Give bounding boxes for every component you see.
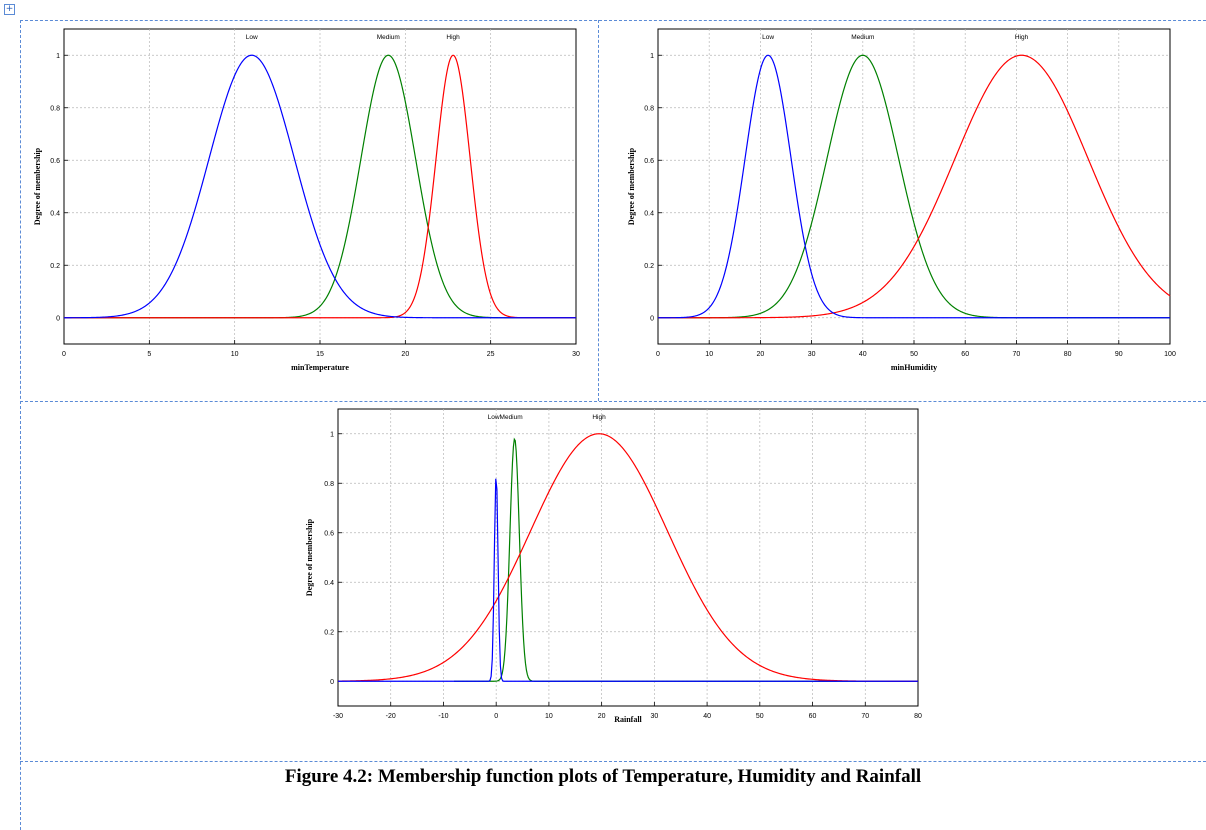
x-tick-label: 10 bbox=[705, 351, 713, 358]
x-tick-label: 25 bbox=[487, 351, 495, 358]
x-tick-label: 50 bbox=[910, 351, 918, 358]
rainfall-membership-chart: -30 -20 -10 0 10 20 30 40 50 60 70 80 0 0.2 0.4 0.6 0.8 1… bbox=[300, 404, 930, 754]
series-line-low bbox=[338, 478, 918, 682]
x-tick-label: 100 bbox=[1164, 351, 1176, 358]
y-tick-label: 1 bbox=[330, 431, 334, 438]
y-axis-label: Degree of membership bbox=[33, 147, 42, 225]
y-tick-label: 0 bbox=[650, 315, 654, 322]
x-tick-label: 20 bbox=[401, 351, 409, 358]
x-tick-label: 5 bbox=[147, 351, 151, 358]
x-tick-label: -30 bbox=[333, 713, 343, 720]
y-tick-label: 1 bbox=[650, 53, 654, 60]
rainfall-chart-svg: -30 -20 -10 0 10 20 30 40 50 60 70 80 0 0.2 0.4 0.6 0.8 1… bbox=[305, 408, 922, 724]
x-tick-label: 10 bbox=[545, 713, 553, 720]
x-tick-label: 90 bbox=[1115, 351, 1123, 358]
table-border-top bbox=[20, 20, 1206, 21]
mf-label: High bbox=[446, 34, 460, 41]
series-line-low bbox=[64, 54, 576, 319]
x-tick-label: 20 bbox=[757, 351, 765, 358]
y-tick-label: 0.4 bbox=[644, 210, 654, 217]
y-tick-label: 0.2 bbox=[324, 629, 334, 636]
y-tick-label: 0.8 bbox=[644, 105, 654, 112]
humidity-membership-chart: 0 10 20 30 40 50 60 70 80 90 100 0 0.2 0.4 0.6 0.8 1 minH… bbox=[622, 24, 1182, 396]
y-tick-label: 0.6 bbox=[644, 158, 654, 165]
plot-frame bbox=[337, 408, 919, 707]
x-tick-label: 30 bbox=[650, 713, 658, 720]
table-border-center bbox=[598, 20, 599, 401]
y-tick-label: 1 bbox=[56, 53, 60, 60]
x-tick-label: 0 bbox=[656, 351, 660, 358]
series-line-low bbox=[658, 54, 1170, 319]
y-tick-label: 0.2 bbox=[644, 263, 654, 270]
x-axis-label: minTemperature bbox=[291, 363, 349, 372]
mf-label: Low bbox=[246, 34, 258, 41]
x-tick-label: 20 bbox=[598, 713, 606, 720]
y-tick-label: 0.8 bbox=[324, 481, 334, 488]
x-tick-label: -10 bbox=[438, 713, 448, 720]
x-tick-label: -20 bbox=[386, 713, 396, 720]
y-axis-label: Degree of membership bbox=[305, 518, 314, 596]
x-tick-label: 70 bbox=[861, 713, 869, 720]
table-border-caption bbox=[20, 761, 1206, 762]
figure-caption: Figure 4.2: Membership function plots of… bbox=[284, 766, 922, 787]
x-tick-label: 30 bbox=[572, 351, 580, 358]
x-tick-label: 0 bbox=[62, 351, 66, 358]
mf-label: Low bbox=[762, 34, 774, 41]
y-tick-label: 0.2 bbox=[50, 263, 60, 270]
x-tick-label: 10 bbox=[231, 351, 239, 358]
table-border-left bbox=[20, 20, 21, 830]
x-tick-label: 50 bbox=[756, 713, 764, 720]
series-line-high bbox=[337, 433, 919, 682]
y-axis-label: Degree of membership bbox=[627, 147, 636, 225]
x-tick-label: 30 bbox=[808, 351, 816, 358]
x-tick-label: 40 bbox=[703, 713, 711, 720]
x-tick-label: 80 bbox=[914, 713, 922, 720]
mf-label: LowMedium bbox=[488, 414, 523, 421]
x-axis-label: Rainfall bbox=[614, 715, 642, 724]
y-tick-label: 0.4 bbox=[50, 210, 60, 217]
mf-label: Medium bbox=[377, 34, 400, 41]
y-tick-label: 0.6 bbox=[50, 158, 60, 165]
y-tick-label: 0 bbox=[330, 679, 334, 686]
humidity-chart-svg: 0 10 20 30 40 50 60 70 80 90 100 0 0.2 0.4 0.6 0.8 1 minH… bbox=[627, 28, 1176, 372]
x-tick-label: 0 bbox=[494, 713, 498, 720]
table-border-middle bbox=[20, 401, 1206, 402]
y-tick-label: 0.4 bbox=[324, 580, 334, 587]
mf-label: High bbox=[592, 414, 606, 421]
x-tick-label: 40 bbox=[859, 351, 867, 358]
series-line-high bbox=[658, 54, 1171, 319]
x-tick-label: 70 bbox=[1013, 351, 1021, 358]
y-tick-label: 0.6 bbox=[324, 530, 334, 537]
temperature-chart-svg: 0 5 10 15 20 25 30 0 0.2 0.4 0.6 0.8 1 minTemperature… bbox=[33, 28, 580, 372]
temperature-membership-chart: 0 5 10 15 20 25 30 0 0.2 0.4 0.6 0.8 1 minTemperature… bbox=[28, 24, 588, 396]
x-tick-label: 60 bbox=[961, 351, 969, 358]
x-tick-label: 60 bbox=[809, 713, 817, 720]
y-tick-label: 0 bbox=[56, 315, 60, 322]
series-line-high bbox=[64, 54, 576, 319]
table-move-handle-icon[interactable]: + bbox=[4, 4, 15, 15]
mf-label: High bbox=[1015, 34, 1029, 41]
x-tick-label: 15 bbox=[316, 351, 324, 358]
mf-label: Medium bbox=[851, 34, 874, 41]
x-axis-label: minHumidity bbox=[891, 363, 937, 372]
x-tick-label: 80 bbox=[1064, 351, 1072, 358]
y-tick-label: 0.8 bbox=[50, 105, 60, 112]
